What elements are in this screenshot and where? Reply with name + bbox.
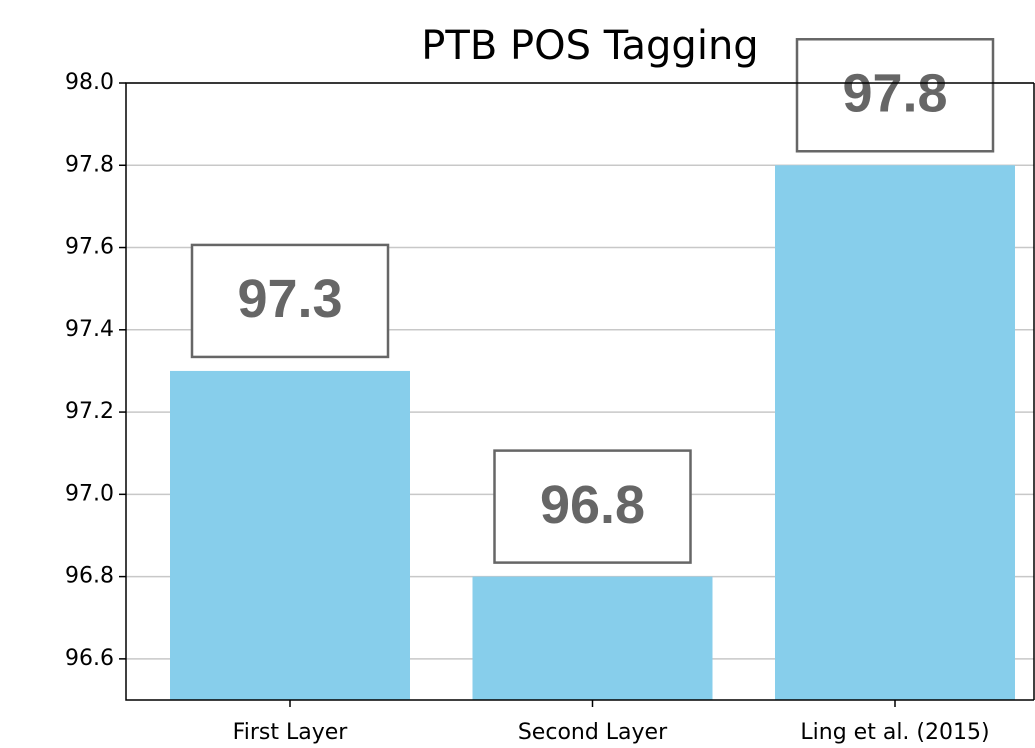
axes-frame	[125, 82, 1034, 701]
value-label: 97.8	[842, 64, 947, 124]
value-label-box	[795, 38, 995, 153]
x-tick-label: Ling et al. (2015)	[800, 720, 989, 745]
bar	[775, 165, 1015, 700]
y-tick-label: 98.0	[65, 70, 114, 95]
x-tick-label: First Layer	[233, 720, 349, 745]
value-label: 97.3	[237, 269, 342, 329]
bar	[170, 370, 410, 700]
chart-title: PTB POS Tagging	[421, 23, 758, 69]
y-tick-label: 97.4	[65, 317, 114, 342]
bar	[472, 576, 713, 700]
value-label-box	[190, 243, 390, 359]
value-label: 96.8	[540, 475, 645, 535]
y-tick-label: 97.8	[65, 152, 114, 177]
y-tick-label: 97.2	[65, 399, 114, 424]
x-tick-label: Second Layer	[518, 720, 668, 745]
y-tick-label: 97.0	[65, 481, 114, 506]
y-tick-label: 97.6	[65, 235, 114, 260]
value-label-box	[493, 449, 692, 564]
y-tick-label: 96.8	[65, 564, 114, 589]
y-tick-label: 96.6	[65, 646, 114, 671]
